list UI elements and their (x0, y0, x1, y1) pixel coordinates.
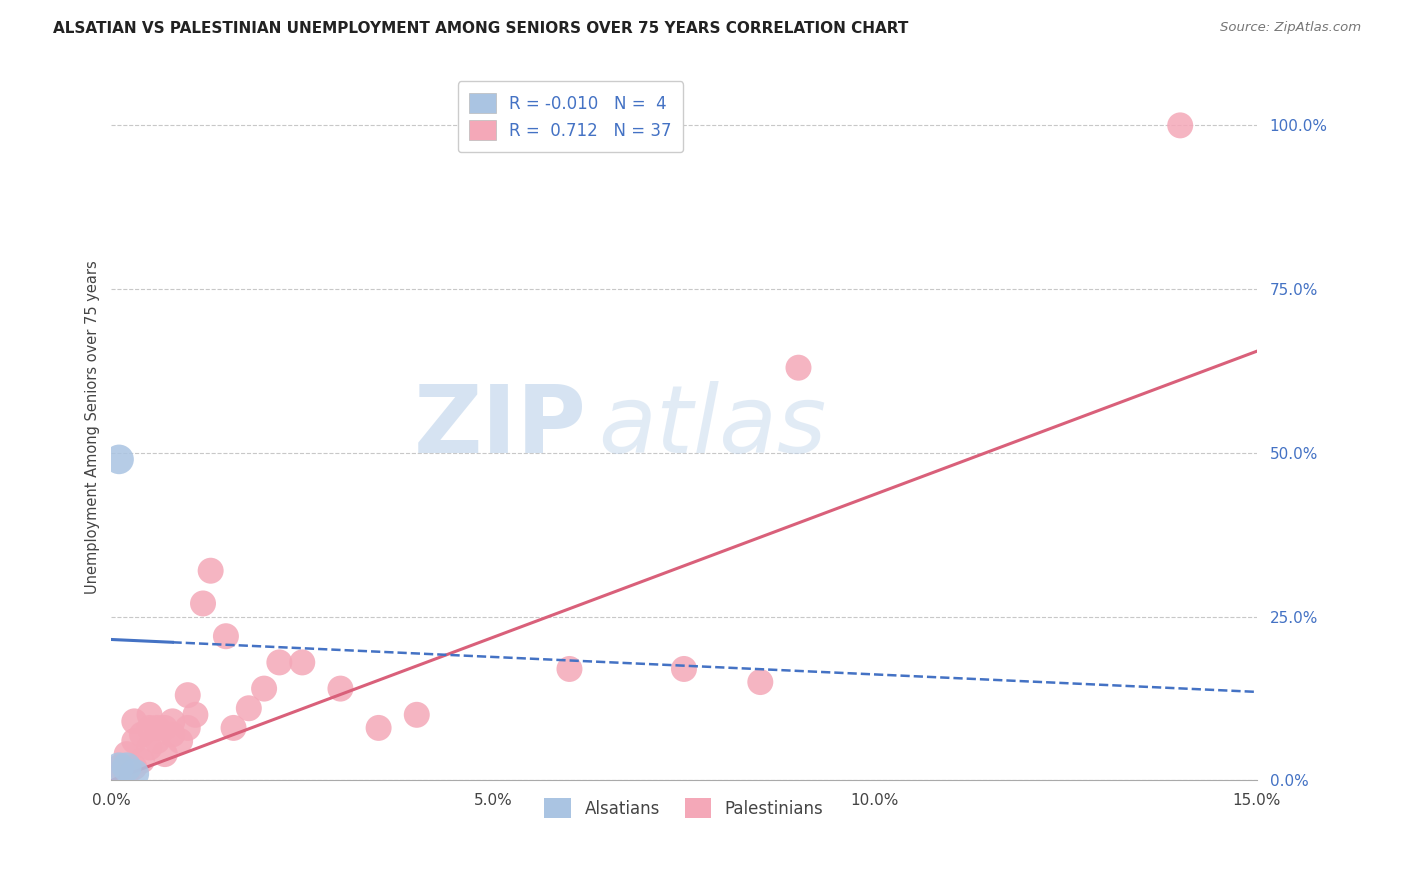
Point (124, 766, 146, 780)
Point (191, 597, 214, 611)
Point (108, 760, 131, 774)
Point (253, 681, 276, 696)
Point (138, 721, 160, 735)
Point (115, 766, 138, 780)
Point (162, 727, 184, 741)
Point (215, 629, 238, 643)
Point (238, 701, 260, 715)
Text: Source: ZipAtlas.com: Source: ZipAtlas.com (1220, 21, 1361, 35)
Legend: Alsatians, Palestinians: Alsatians, Palestinians (537, 791, 830, 825)
Point (1168, 119, 1191, 133)
Point (124, 734, 146, 748)
Point (367, 721, 389, 735)
Point (787, 360, 810, 375)
Point (177, 688, 200, 702)
Point (146, 734, 169, 748)
Point (672, 662, 695, 676)
Point (749, 675, 772, 690)
Point (108, 760, 131, 774)
Point (153, 721, 176, 735)
Text: ZIP: ZIP (413, 381, 586, 473)
Text: ALSATIAN VS PALESTINIAN UNEMPLOYMENT AMONG SENIORS OVER 75 YEARS CORRELATION CHA: ALSATIAN VS PALESTINIAN UNEMPLOYMENT AMO… (53, 21, 908, 37)
Point (138, 740, 160, 755)
Point (108, 452, 131, 467)
Point (329, 681, 352, 696)
Point (131, 727, 153, 741)
Point (269, 656, 291, 670)
Point (162, 714, 184, 729)
Point (405, 707, 427, 722)
Point (115, 747, 138, 761)
Text: atlas: atlas (598, 381, 827, 472)
Point (153, 747, 176, 761)
Point (184, 707, 207, 722)
Point (124, 760, 146, 774)
Point (146, 721, 169, 735)
Point (131, 754, 153, 768)
Point (138, 707, 160, 722)
Point (177, 721, 200, 735)
Point (169, 734, 191, 748)
Point (200, 564, 222, 578)
Point (124, 714, 146, 729)
Point (222, 721, 245, 735)
Y-axis label: Unemployment Among Seniors over 75 years: Unemployment Among Seniors over 75 years (86, 260, 100, 593)
Point (558, 662, 581, 676)
Point (115, 760, 138, 774)
Point (291, 656, 314, 670)
